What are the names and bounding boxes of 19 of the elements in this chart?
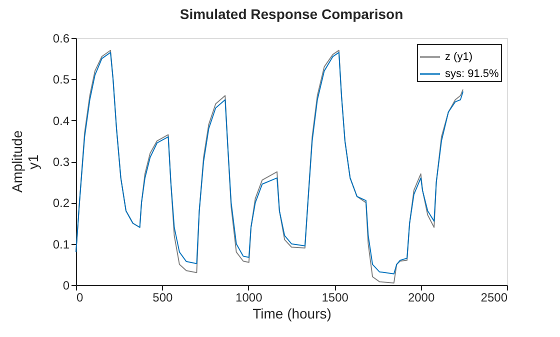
legend-label: sys: 91.5% xyxy=(445,68,500,80)
y-tick-label: 0.6 xyxy=(52,32,70,46)
x-tick-label: 1000 xyxy=(236,290,263,304)
y-tick-label: 0.4 xyxy=(52,114,70,128)
y-tick-label: 0.5 xyxy=(52,72,70,87)
y-axis-title: y1 xyxy=(24,154,41,170)
x-tick-label: 500 xyxy=(152,290,174,304)
x-tick-label: 0 xyxy=(76,290,84,304)
legend-label: z (y1) xyxy=(445,51,472,63)
x-tick-label: 2500 xyxy=(480,290,508,304)
chart-title: Simulated Response Comparison xyxy=(180,6,404,22)
y-tick-label: 0.1 xyxy=(52,237,70,252)
x-tick-label: 2000 xyxy=(408,290,435,304)
x-axis-title: Time (hours) xyxy=(252,306,332,322)
y-tick-label: 0.3 xyxy=(52,155,70,169)
text: Amplitude xyxy=(9,130,25,193)
y-tick-label: 0.2 xyxy=(52,196,70,210)
x-tick-label: 1500 xyxy=(322,290,349,304)
y-tick-label: 0 xyxy=(62,278,70,292)
